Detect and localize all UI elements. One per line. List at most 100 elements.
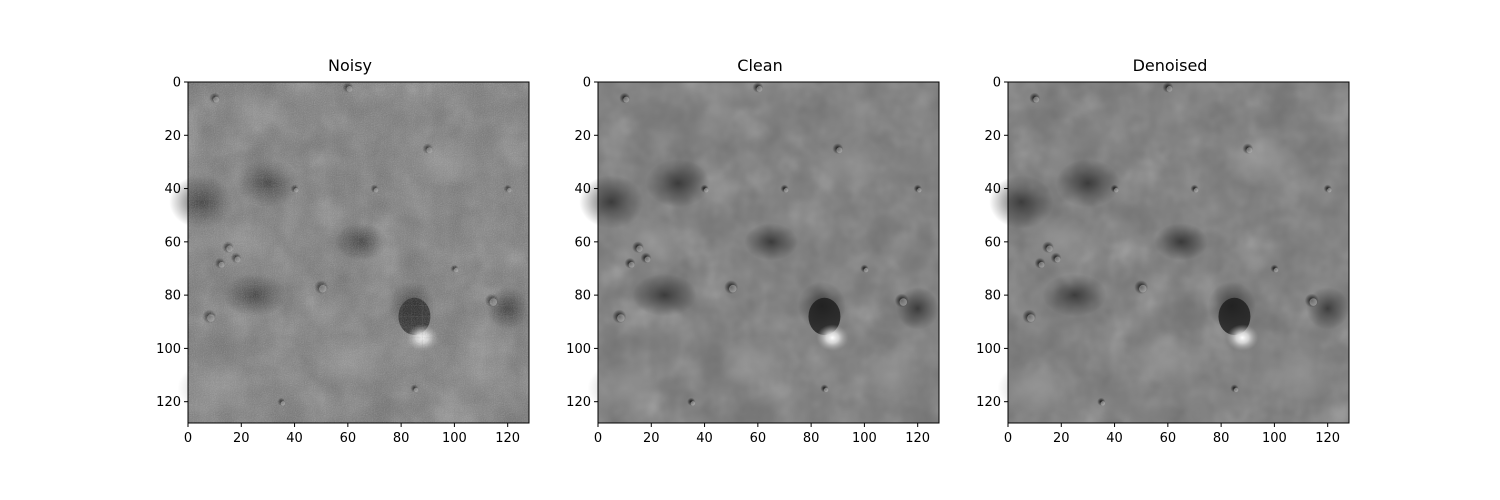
crater-rim — [690, 401, 696, 406]
x-tick-label: 120 — [1315, 431, 1340, 446]
noise-overlay — [188, 82, 529, 423]
x-tick-label: 100 — [852, 431, 877, 446]
shadow-region — [1154, 223, 1208, 261]
x-tick-label: 80 — [1213, 431, 1230, 446]
panel-clean: Clean — [560, 0, 960, 500]
shadow-region — [1055, 159, 1120, 208]
crater-rim — [1309, 298, 1318, 306]
y-tick-label: 20 — [164, 129, 181, 144]
image-panel-1: 0 20 40 60 80 100 120 0 20 40 60 80 100 120 — [156, 76, 530, 446]
panel-title: Noisy — [327, 56, 372, 75]
crater-rim — [863, 267, 869, 273]
x-tick-label: 100 — [1262, 431, 1287, 446]
crater-rim — [1033, 96, 1040, 103]
y-tick-label: 20 — [574, 129, 591, 144]
crater-rim — [1166, 85, 1173, 92]
y-tick-label: 120 — [566, 395, 591, 410]
x-tick-label: 20 — [643, 431, 660, 446]
crater-rim — [728, 284, 737, 293]
crater-rim — [756, 85, 763, 92]
crater-rim — [1327, 187, 1332, 193]
axes-frame — [1007, 81, 1350, 424]
light-region — [1263, 348, 1339, 402]
x-tick-label: 40 — [286, 431, 303, 446]
crater-rim — [703, 187, 709, 193]
panel-denoised: Denoised — [970, 0, 1370, 500]
y-tick-label: 0 — [993, 76, 1001, 91]
y-tick-label: 80 — [164, 289, 181, 304]
light-region — [619, 215, 684, 269]
crater-rim — [1233, 387, 1239, 393]
shadow-region — [632, 273, 697, 317]
y-tick-label: 80 — [984, 289, 1001, 304]
light-region — [1125, 335, 1211, 389]
y-tick-label: 100 — [566, 342, 591, 357]
y-tick-label: 60 — [164, 235, 181, 250]
panel-title: Denoised — [1132, 56, 1208, 75]
crater-rim — [1038, 261, 1045, 268]
bright-spot — [816, 324, 849, 352]
y-tick-label: 100 — [976, 342, 1001, 357]
x-tick-label: 80 — [803, 431, 820, 446]
axes-frame — [597, 81, 940, 424]
y-tick-label: 100 — [156, 342, 181, 357]
y-tick-label: 60 — [574, 235, 591, 250]
shadow-region — [896, 287, 939, 330]
image-panel-3: 0 20 40 60 80 100 120 0 20 40 60 80 100 120 — [976, 76, 1350, 446]
x-tick-label: 40 — [1106, 431, 1123, 446]
crater-rim — [1054, 256, 1061, 263]
panel-noisy: Noisy — [150, 0, 550, 500]
x-tick-label: 0 — [184, 431, 192, 446]
y-tick-label: 20 — [984, 129, 1001, 144]
image-panel-2: 0 20 40 60 80 100 120 0 20 40 60 80 100 120 — [566, 76, 940, 446]
crater-rim — [1113, 187, 1119, 193]
y-tick-label: 40 — [984, 182, 1001, 197]
crater-rim — [617, 314, 625, 322]
crater-rim — [1193, 187, 1199, 193]
crater-rim — [1273, 267, 1279, 273]
x-tick-label: 20 — [1053, 431, 1070, 446]
crater-rim — [636, 245, 643, 252]
crater-rim — [1100, 401, 1106, 406]
x-tick-label: 20 — [233, 431, 250, 446]
light-region — [1223, 135, 1299, 189]
crater-rim — [917, 187, 922, 193]
light-region — [587, 361, 662, 416]
y-tick-label: 60 — [984, 235, 1001, 250]
y-tick-label: 40 — [574, 182, 591, 197]
light-region — [1029, 215, 1094, 269]
bright-spot — [1226, 324, 1259, 352]
x-tick-label: 100 — [442, 431, 467, 446]
y-tick-label: 120 — [976, 395, 1001, 410]
shadow-region — [1306, 287, 1349, 330]
x-tick-label: 80 — [393, 431, 410, 446]
light-region — [813, 135, 889, 189]
x-tick-label: 0 — [1004, 431, 1012, 446]
y-tick-label: 120 — [156, 395, 181, 410]
light-region — [715, 335, 801, 389]
axes-frame — [187, 81, 530, 424]
crater-rim — [783, 187, 789, 193]
x-tick-label: 120 — [905, 431, 930, 446]
crater-rim — [628, 261, 635, 268]
x-tick-label: 0 — [594, 431, 602, 446]
x-tick-label: 120 — [495, 431, 520, 446]
crater-rim — [1046, 245, 1053, 252]
x-tick-label: 60 — [340, 431, 357, 446]
x-tick-label: 40 — [696, 431, 713, 446]
light-region — [997, 361, 1072, 416]
shadow-region — [1042, 273, 1107, 317]
crater-rim — [623, 96, 630, 103]
crater-rim — [644, 256, 651, 263]
y-tick-label: 40 — [164, 182, 181, 197]
panel-title: Clean — [737, 56, 783, 75]
crater-rim — [1138, 284, 1147, 293]
x-tick-label: 60 — [750, 431, 767, 446]
shadow-region — [645, 159, 710, 208]
crater-rim — [1027, 314, 1035, 322]
y-tick-label: 80 — [574, 289, 591, 304]
crater-rim — [1246, 147, 1253, 154]
y-tick-label: 0 — [583, 76, 591, 91]
shadow-region — [744, 223, 798, 261]
